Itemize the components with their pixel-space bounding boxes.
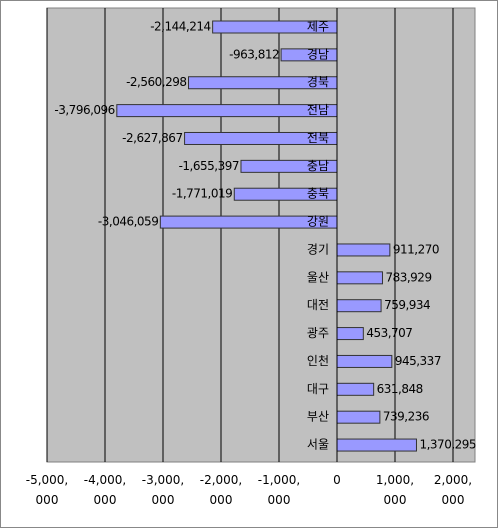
value-label: -1,655,397 <box>179 159 239 173</box>
category-label: 광주 <box>307 326 329 340</box>
bar <box>336 327 364 341</box>
value-label: 453,707 <box>366 326 412 340</box>
value-label: -1,771,019 <box>172 187 232 201</box>
value-label: -963,812 <box>229 47 279 61</box>
x-tick-label: -3,000,000 <box>141 473 185 507</box>
value-label: 631,848 <box>377 382 423 396</box>
category-label: 강원 <box>307 215 329 229</box>
bar <box>336 410 381 424</box>
value-label: -2,144,214 <box>150 20 210 34</box>
value-label: 783,929 <box>385 270 431 284</box>
category-label: 부산 <box>307 410 329 424</box>
category-label: 전북 <box>307 131 329 145</box>
x-tick-label: 1,000,000 <box>375 473 415 507</box>
category-label: 충남 <box>307 159 329 173</box>
x-tick-label: -1,000,000 <box>257 473 301 507</box>
bar <box>336 243 391 257</box>
category-label: 경북 <box>307 75 329 89</box>
x-tick-label: 2,000,000 <box>433 473 473 507</box>
bar <box>336 271 383 285</box>
category-label: 충북 <box>307 187 329 201</box>
value-label: 739,236 <box>383 410 429 424</box>
category-label: 서울 <box>307 438 329 452</box>
category-label: 인천 <box>307 353 329 368</box>
bar <box>336 438 417 452</box>
category-label: 대전 <box>307 298 329 312</box>
x-tick-label: 0 <box>333 473 341 487</box>
x-tick-label: -2,000,000 <box>199 473 243 507</box>
value-label: 1,370,295 <box>419 438 476 452</box>
bar <box>336 382 375 396</box>
category-label: 전남 <box>307 103 329 117</box>
value-label: -3,046,059 <box>98 215 158 229</box>
category-label: 울산 <box>307 270 329 284</box>
value-label: -2,560,298 <box>126 75 186 89</box>
category-label: 경기 <box>307 242 329 256</box>
value-label: 759,934 <box>384 298 430 312</box>
x-tick-label: -5,000,000 <box>25 473 69 507</box>
category-label: 대구 <box>307 382 329 396</box>
value-label: -3,796,096 <box>54 103 114 117</box>
value-label: -2,627,867 <box>122 131 182 145</box>
bar <box>116 104 338 118</box>
value-label: 945,337 <box>395 354 441 368</box>
category-label: 제주 <box>307 20 329 34</box>
value-label: 911,270 <box>393 242 439 256</box>
x-tick-label: -4,000,000 <box>83 473 127 507</box>
bar <box>336 299 382 313</box>
category-label: 경남 <box>307 47 329 61</box>
bar <box>336 354 393 368</box>
